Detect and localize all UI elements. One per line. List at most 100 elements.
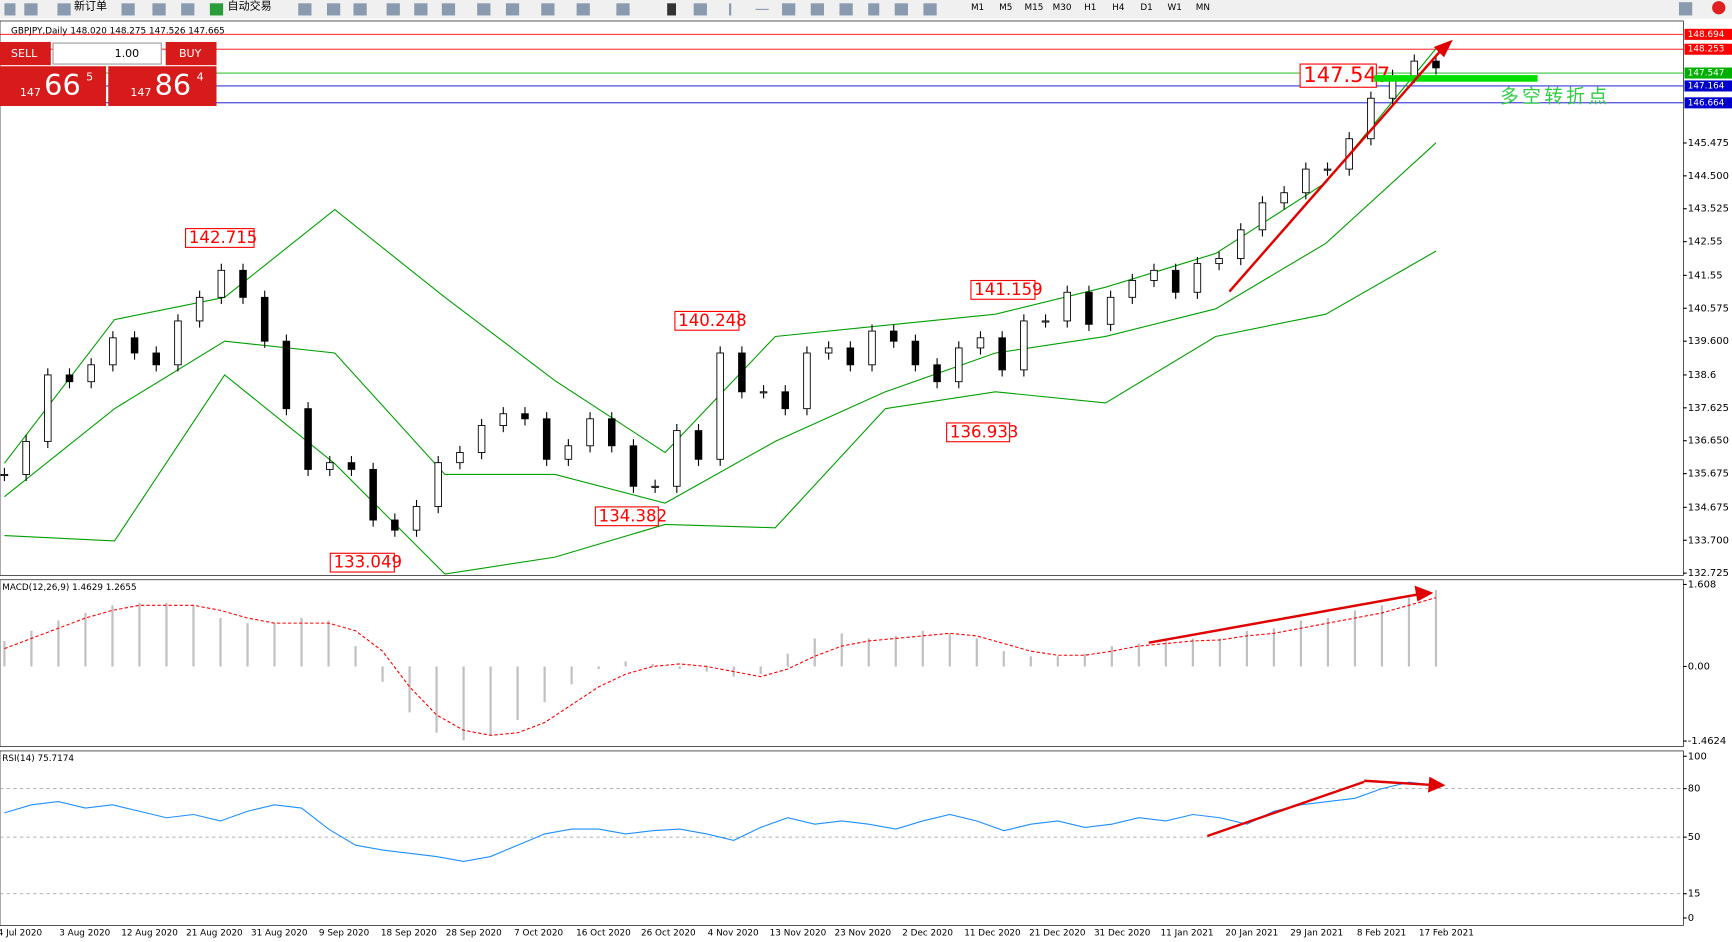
candle [369, 468, 377, 521]
annotation: 147.547 [1303, 63, 1390, 87]
level-label: 148.694 [1688, 30, 1725, 40]
label-box [674, 310, 740, 331]
trend-arrows [1148, 39, 1453, 838]
bid-big: 147 [20, 86, 41, 99]
annotation: 140.248 [678, 311, 746, 330]
y-tick-label: 142.55 [1688, 237, 1723, 248]
label-box [594, 506, 659, 527]
signal-line [4, 597, 1437, 736]
candle [282, 340, 291, 410]
lots-value: 1.00 [115, 47, 140, 60]
candle [1128, 280, 1137, 298]
y-tick-label: 139.600 [1688, 336, 1729, 347]
bid-small: 5 [86, 70, 93, 83]
y-tick-label: 137.625 [1688, 403, 1729, 414]
candle [824, 347, 833, 354]
x-tick-label: 28 Sep 2020 [446, 929, 502, 939]
candle [781, 391, 790, 410]
candle [1041, 320, 1050, 323]
y-tick-label: 80 [1688, 784, 1701, 795]
new-order-button[interactable]: 新订单 [74, 0, 107, 13]
y-tick-label: 143.525 [1688, 204, 1729, 215]
y-tick-label: 50 [1688, 832, 1701, 843]
x-tick-label: 29 Jan 2021 [1290, 929, 1343, 939]
annotations: 142.715 133.049 140.248 134.382 141.159 … [185, 39, 1607, 838]
chart-header: GBPJPY,Daily 148.020 148.275 147.526 147… [11, 26, 225, 36]
y-tick-label: 133.700 [1688, 535, 1729, 546]
x-tick-label: 2 Dec 2020 [902, 929, 953, 939]
y-tick-label: 140.575 [1688, 303, 1729, 314]
level-label: 148.253 [1688, 45, 1725, 55]
auto-trading-button[interactable]: 自动交易 [228, 0, 272, 13]
timeframe-button[interactable]: M1 [971, 3, 984, 13]
toolbar-icons [4, 1, 1726, 16]
candle [564, 445, 573, 460]
x-tick-label: 11 Dec 2020 [964, 929, 1021, 939]
y-tick-label: 132.725 [1688, 568, 1729, 579]
candle [65, 374, 74, 383]
candle [629, 445, 638, 487]
candle [434, 462, 442, 507]
timeframe-button[interactable]: H1 [1084, 3, 1096, 13]
ask-box[interactable] [108, 66, 217, 107]
candle [87, 364, 95, 383]
candle [998, 337, 1006, 371]
rsi-line [4, 781, 1437, 862]
level-label: 147.164 [1688, 81, 1725, 91]
level-label: 147.547 [1688, 69, 1725, 79]
bid-box[interactable] [0, 66, 107, 107]
x-tick-label: 31 Aug 2020 [251, 929, 308, 939]
x-tick-label: 3 Aug 2020 [59, 929, 110, 939]
candle [1085, 291, 1093, 325]
x-tick-label: 17 Feb 2021 [1419, 929, 1474, 939]
annotation: 134.382 [599, 506, 667, 525]
timeframe-button[interactable]: D1 [1140, 3, 1152, 13]
candle [889, 330, 898, 342]
buy-button[interactable] [165, 41, 217, 66]
candle [195, 296, 204, 322]
label-box [185, 228, 255, 248]
annotation: 136.933 [950, 422, 1018, 441]
lots-field[interactable] [52, 42, 162, 65]
timeframe-button[interactable]: H4 [1112, 3, 1125, 13]
ask-big: 147 [130, 86, 151, 99]
rsi-panel [0, 750, 1684, 926]
candle [586, 418, 594, 447]
candle [477, 425, 486, 453]
y-tick-label: 145.475 [1688, 138, 1729, 149]
candle [326, 462, 334, 470]
x-tick-label: 16 Oct 2020 [576, 929, 631, 939]
timeframe-button[interactable]: M5 [999, 3, 1012, 13]
timeframe-button[interactable]: M15 [1024, 3, 1043, 13]
annotation: 133.049 [334, 553, 402, 572]
level-tag [1684, 43, 1732, 55]
candle [1410, 60, 1419, 77]
sell-button[interactable] [0, 41, 51, 66]
ask-main: 86 [155, 68, 192, 102]
level-tag [1684, 80, 1732, 92]
timeframe-button[interactable]: M30 [1053, 3, 1072, 13]
x-tick-label: 13 Nov 2020 [770, 929, 827, 939]
candle [0, 474, 9, 477]
timeframe-button[interactable]: MN [1196, 3, 1210, 13]
label-box [946, 422, 1011, 443]
toolbar [0, 0, 1732, 19]
level-tag [1684, 67, 1732, 79]
level-tag [1684, 28, 1732, 40]
candle [1193, 263, 1202, 293]
candle [44, 374, 52, 442]
candle [955, 347, 963, 383]
candle [803, 352, 811, 410]
candle [868, 330, 876, 366]
candle [673, 430, 681, 487]
candle [1106, 296, 1115, 325]
timeframe-bar: M1 M5 M15 M30 H1 H4 D1 W1 MN [971, 3, 1210, 13]
candle [499, 413, 508, 426]
timeframe-button[interactable]: W1 [1168, 3, 1182, 13]
x-tick-label: 21 Aug 2020 [186, 929, 243, 939]
candle [347, 462, 356, 470]
candle [738, 352, 746, 393]
candle [1302, 168, 1310, 194]
x-tick-label: 23 Nov 2020 [835, 929, 892, 939]
